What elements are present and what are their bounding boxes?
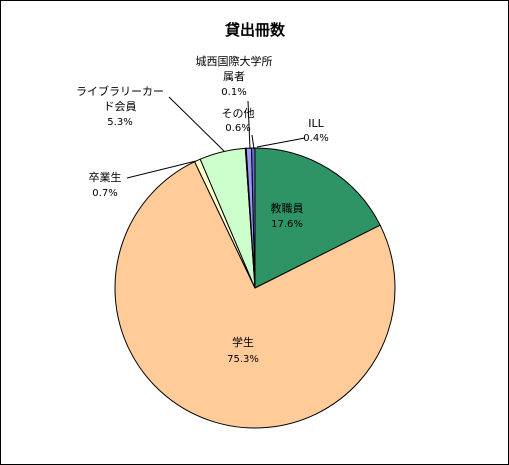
slice-percent-label: 5.3% xyxy=(107,117,132,128)
leader-line xyxy=(126,160,197,179)
chart-title: 貸出冊数 xyxy=(225,21,286,39)
slice-percent-label: 0.7% xyxy=(92,188,117,199)
slice-percent-label: 0.6% xyxy=(225,123,250,134)
slice-category-label: 属者 xyxy=(223,70,245,83)
slice-percent-label: 0.1% xyxy=(221,87,246,98)
slice-category-label: ライブラリーカー xyxy=(76,84,164,98)
slice-percent-label: 75.3% xyxy=(227,354,259,365)
slice-category-label: 卒業生 xyxy=(89,170,122,184)
pie-slice xyxy=(250,147,256,289)
slice-category-label: ILL xyxy=(308,117,324,130)
pie-slice xyxy=(114,161,396,429)
slice-category-label: 教職員 xyxy=(271,202,304,215)
leader-line xyxy=(251,134,255,150)
slice-percent-label: 17.6% xyxy=(271,219,303,230)
slice-percent-label: 0.4% xyxy=(303,133,328,144)
leader-line xyxy=(168,96,225,152)
pie-slice xyxy=(254,147,381,289)
slice-category-label: 学生 xyxy=(232,335,254,349)
leader-line xyxy=(247,100,251,150)
slice-category-label: その他 xyxy=(222,107,255,120)
slice-category-label: ド会員 xyxy=(104,100,137,113)
slice-category-label: 城西国際大学所 xyxy=(196,54,273,68)
leader-lines xyxy=(126,96,306,179)
leader-line xyxy=(256,137,306,148)
pie-slices xyxy=(114,147,396,429)
